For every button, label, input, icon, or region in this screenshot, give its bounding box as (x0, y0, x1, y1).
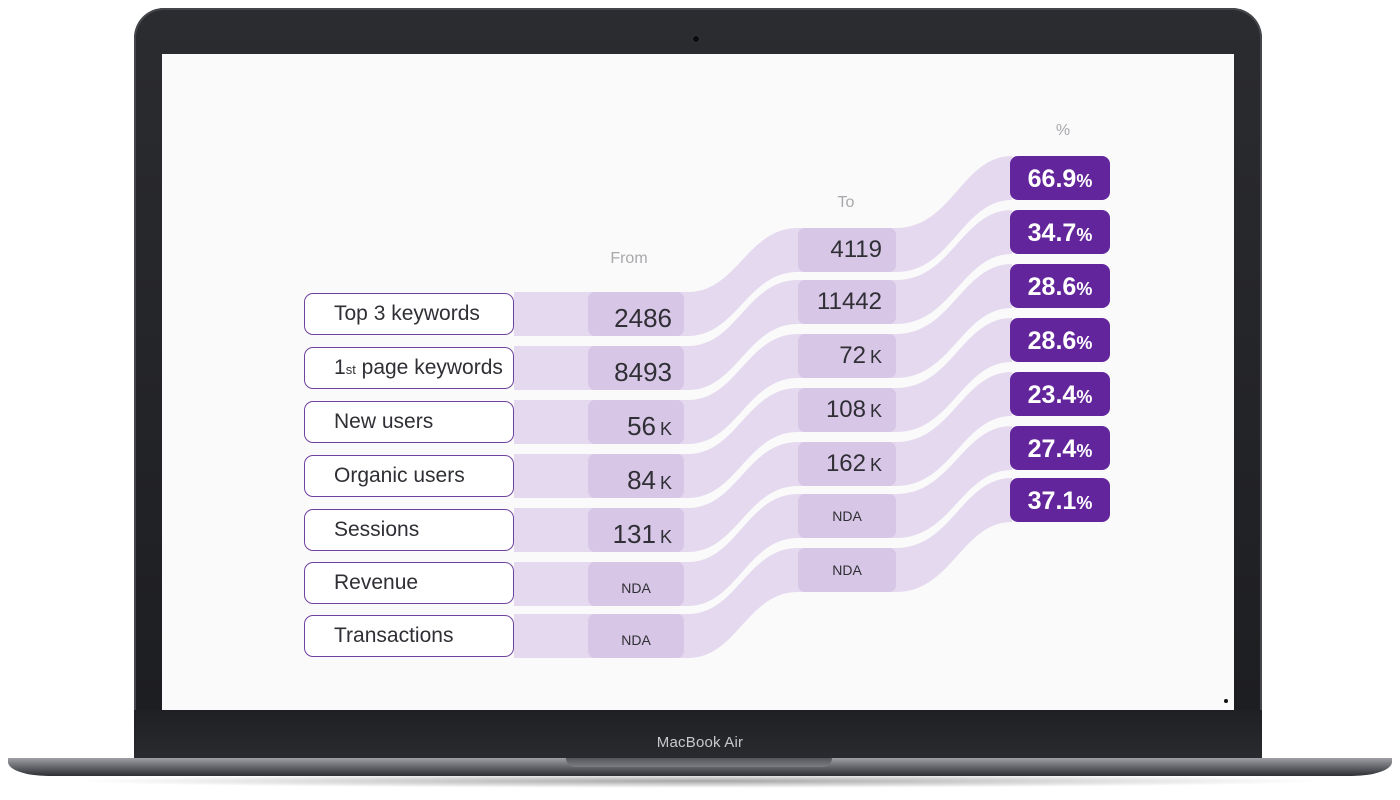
row-label-text: Sessions (334, 518, 420, 541)
ribbon-row-3 (514, 264, 1012, 444)
cursor-dot (1224, 699, 1228, 703)
value-number: NDA (621, 580, 651, 596)
value-number: 4119 (830, 236, 882, 263)
flow-ribbons (514, 156, 1012, 658)
laptop-base (8, 758, 1392, 776)
from-value-sessions: 131 K (588, 508, 684, 552)
row-label-text: Revenue (334, 571, 419, 594)
percent-sign: % (1076, 333, 1093, 353)
percent-number: 28.6 (1027, 327, 1077, 355)
percent-badge-new-users: 28.6% (1010, 264, 1110, 308)
from-header: From (610, 250, 648, 267)
value-number: 72 (839, 342, 866, 369)
percent-badge-organic-users: 28.6% (1010, 318, 1110, 362)
ribbon-row-7 (514, 478, 1012, 658)
ribbon-row-6 (514, 426, 1012, 606)
percent-badge-sessions: 23.4% (1010, 372, 1110, 416)
ribbon-row-2 (514, 210, 1012, 390)
value-unit: K (659, 527, 672, 547)
row-label-text: Transactions (334, 624, 454, 647)
value-unit: K (869, 455, 882, 475)
ribbon-row-4 (514, 318, 1012, 498)
row-label-new-users: New users (304, 401, 514, 443)
row-label-rest: page keywords (355, 356, 503, 379)
device-brand-label: MacBook Air (656, 734, 744, 751)
percent-number: 28.6 (1027, 273, 1077, 301)
value-number: 108 (825, 396, 866, 423)
row-label-organic-users: Organic users (304, 455, 514, 497)
to-value-sessions: 162 K (798, 442, 896, 486)
percent-sign: % (1076, 225, 1093, 245)
value-number: 2486 (614, 303, 672, 333)
from-value-organic-users: 84 K (588, 454, 684, 498)
percent-badge-transactions: 37.1% (1010, 478, 1110, 522)
ribbon-group (514, 156, 1012, 658)
row-label-text: Top 3 keywords (334, 302, 480, 325)
percent-sign: % (1076, 441, 1093, 461)
percent-badge-first-page-keywords: 34.7% (1010, 210, 1110, 254)
percent-number: 34.7 (1027, 219, 1077, 247)
row-label-text: 1 (334, 356, 346, 379)
to-value-revenue: NDA (798, 494, 896, 538)
laptop-lid-notch (566, 758, 832, 767)
row-label-first-page-keywords: 1st page keywords (304, 347, 514, 389)
percent-badge-revenue: 27.4% (1010, 426, 1110, 470)
value-number: NDA (621, 632, 651, 648)
row-label-sessions: Sessions (304, 509, 514, 551)
row-label-top3-keywords: Top 3 keywords (304, 293, 514, 335)
value-unit: K (869, 401, 882, 421)
value-number: 162 (825, 450, 866, 477)
to-value-organic-users: 108 K (798, 388, 896, 432)
row-label-revenue: Revenue (304, 562, 514, 604)
screen-bottom-bezel (134, 710, 1262, 760)
value-unit: K (659, 419, 672, 439)
percent-header: % (1055, 122, 1071, 139)
ribbon-row-5 (514, 372, 1012, 552)
ribbon-row-1 (514, 156, 1012, 336)
to-value-top3-keywords: 4119 (798, 228, 896, 272)
percent-sign: % (1076, 493, 1093, 513)
value-number: NDA (832, 562, 862, 578)
from-value-new-users: 56 K (588, 400, 684, 444)
value-number: 11442 (817, 288, 882, 315)
value-unit: K (869, 347, 882, 367)
percent-number: 37.1 (1027, 487, 1077, 515)
row-label-ordinal-suffix: st (345, 362, 356, 377)
from-value-transactions: NDA (588, 614, 684, 658)
to-value-first-page-keywords: 11442 (798, 280, 896, 324)
value-number: 56 (627, 411, 656, 441)
percent-badge-top3-keywords: 66.9% (1010, 156, 1110, 200)
percent-number: 66.9 (1027, 165, 1077, 193)
from-value-top3-keywords: 2486 (588, 292, 684, 336)
percent-number: 23.4 (1027, 381, 1077, 409)
percent-sign: % (1076, 171, 1093, 191)
value-number: 8493 (614, 357, 672, 387)
row-label-text: Organic users (334, 464, 465, 487)
camera-icon (693, 36, 699, 42)
percent-number: 27.4 (1027, 435, 1077, 463)
value-unit: K (659, 473, 672, 493)
laptop-shadow (70, 774, 1330, 788)
value-number: NDA (832, 508, 862, 524)
to-value-new-users: 72 K (798, 334, 896, 378)
percent-sign: % (1076, 279, 1093, 299)
row-label-text: New users (334, 410, 434, 433)
to-header: To (837, 194, 855, 211)
value-number: 131 (612, 519, 656, 549)
from-value-revenue: NDA (588, 562, 684, 606)
screen: From To % Top 3 keywords 1st page keywor… (162, 54, 1234, 710)
row-label-transactions: Transactions (304, 615, 514, 657)
percent-sign: % (1076, 387, 1093, 407)
value-number: 84 (627, 465, 656, 495)
to-value-transactions: NDA (798, 548, 896, 592)
from-value-first-page-keywords: 8493 (588, 346, 684, 390)
